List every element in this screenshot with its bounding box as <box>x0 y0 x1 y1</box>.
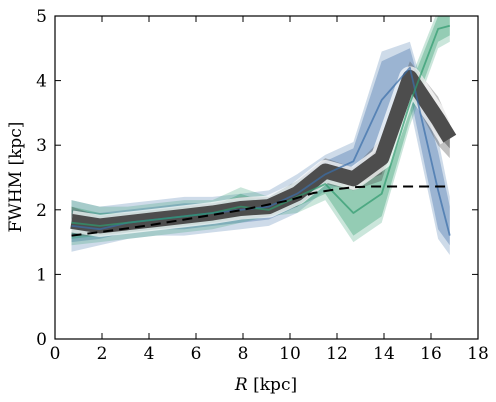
x-tick-label: 14 <box>373 344 395 364</box>
x-tick-label: 6 <box>191 344 202 364</box>
x-axis-label-var: R <box>234 375 248 395</box>
x-tick-label: 16 <box>420 344 442 364</box>
x-axis-label: R [kpc] <box>234 375 297 395</box>
x-tick-label: 12 <box>326 344 348 364</box>
y-axis: 0 1 2 3 4 5 <box>36 7 478 350</box>
y-tick-label: 0 <box>36 330 47 350</box>
x-tick-label: 18 <box>467 344 489 364</box>
y-tick-label: 3 <box>36 136 47 156</box>
reference-dashed-line <box>71 185 450 237</box>
x-tick-label: 0 <box>50 344 61 364</box>
x-tick-label: 10 <box>279 344 301 364</box>
series-0-outer-band <box>71 41 450 255</box>
x-axis: 0 2 4 6 8 10 12 14 16 18 <box>50 16 489 364</box>
series-1-line <box>71 24 451 227</box>
x-tick-label: 8 <box>238 344 249 364</box>
y-tick-label: 2 <box>36 201 47 221</box>
x-tick-label: 2 <box>97 344 108 364</box>
y-axis-label: FWHM [kpc] <box>6 122 26 233</box>
y-tick-label: 1 <box>36 265 47 285</box>
x-tick-label: 4 <box>144 344 155 364</box>
y-tick-label: 5 <box>36 7 47 27</box>
series-lines <box>69 24 460 237</box>
y-tick-label: 4 <box>36 72 47 92</box>
x-axis-label-unit: [kpc] <box>248 375 297 395</box>
plot-frame <box>54 15 479 340</box>
